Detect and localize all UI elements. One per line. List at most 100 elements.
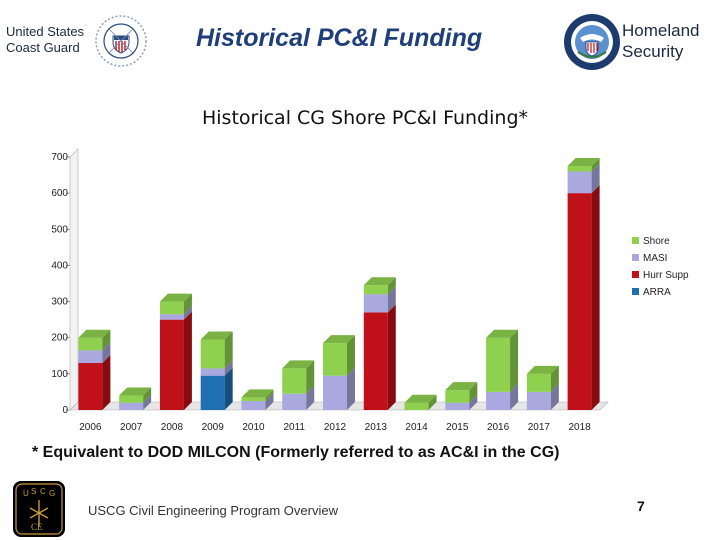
bar-segment-side (102, 355, 111, 410)
bar-segment (200, 375, 225, 410)
bar-segment (159, 301, 184, 315)
bar-segment (323, 343, 347, 376)
bar-segment-side (550, 383, 559, 410)
y-tick-label: 400 (51, 260, 68, 271)
legend-label: ARRA (643, 287, 671, 298)
bar-segment-side (143, 387, 152, 403)
bar-segment-side (387, 277, 396, 295)
bar-top-face (567, 158, 600, 167)
bar-top-face (404, 394, 437, 403)
bar-segment (567, 171, 592, 194)
bar-segment (159, 314, 184, 320)
x-tick-label: 2009 (202, 422, 225, 433)
bar-segment-side (102, 329, 111, 351)
bar-segment (486, 337, 511, 392)
page-number: 7 (637, 498, 645, 514)
bar-segment-side (469, 394, 478, 410)
bar-segment-side (347, 367, 355, 410)
bar-segment (404, 402, 429, 410)
x-tick-label: 2010 (242, 422, 265, 433)
legend-label: Hurr Supp (643, 270, 689, 281)
x-tick-label: 2018 (568, 422, 591, 433)
y-tick-label: 700 (51, 152, 68, 163)
bar-segment-side (550, 365, 559, 392)
coast-guard-seal-icon (95, 15, 147, 67)
legend-label: MASI (643, 253, 667, 264)
bar-top-face (363, 277, 396, 286)
bar-top-face (78, 329, 111, 338)
bar-segment-side (469, 382, 478, 403)
bar-segment-side (387, 304, 396, 410)
footnote: * Equivalent to DOD MILCON (Formerly ref… (32, 444, 560, 461)
bar-segment (159, 319, 184, 410)
bar-segment (526, 373, 551, 392)
x-tick-label: 2012 (324, 422, 347, 433)
x-tick-label: 2008 (161, 422, 184, 433)
legend-swatch (632, 271, 639, 278)
bar-top-face (445, 382, 478, 391)
bar-segment (282, 368, 307, 394)
logo-letter-c: C (40, 487, 46, 496)
footer-program: USCG Civil Engineering Program Overview (88, 503, 338, 518)
bar-segment (363, 294, 388, 313)
bar-segment (445, 402, 470, 410)
bar-segment (526, 391, 551, 410)
bar-segment (200, 368, 225, 376)
bar-segment-side (183, 293, 192, 315)
bar-segment (445, 390, 470, 403)
bar-segment (78, 350, 103, 364)
chart-left-wall (69, 148, 79, 411)
org-name-coast-guard: United States Coast Guard (6, 24, 84, 56)
bar-top-face (200, 331, 233, 340)
bar-segment (323, 375, 347, 410)
bar-segment-side (265, 389, 274, 401)
y-tick-label: 500 (51, 224, 68, 235)
bar-segment-side (265, 392, 274, 410)
logo-letter-u: U (23, 489, 29, 498)
y-tick-label: 200 (51, 333, 68, 344)
bar-segment (567, 166, 592, 172)
bar-segment-side (347, 335, 355, 376)
page-title: Historical PC&I Funding (196, 24, 483, 52)
logo-letters-ce: CE (31, 522, 43, 532)
x-tick-label: 2006 (79, 422, 102, 433)
bar-segment-side (387, 286, 396, 313)
bar-segment (567, 193, 592, 410)
bar-segment-side (306, 360, 315, 394)
x-tick-label: 2016 (487, 422, 510, 433)
bar-segment-side (591, 163, 600, 194)
bar-segment-side (591, 158, 600, 172)
bar-segment (363, 312, 388, 410)
x-tick-label: 2014 (405, 422, 428, 433)
x-tick-label: 2013 (365, 422, 388, 433)
y-tick-label: 0 (62, 405, 68, 416)
y-tick-label: 100 (51, 369, 68, 380)
bar-segment-side (510, 329, 519, 392)
bar-segment-side (510, 383, 519, 410)
logo-letter-s: S (31, 487, 36, 496)
bar-segment (78, 363, 103, 410)
legend-swatch (632, 288, 639, 295)
legend-swatch (632, 237, 639, 244)
bar-segment-side (102, 342, 111, 364)
y-tick-label: 600 (51, 188, 68, 199)
bar-segment (241, 397, 266, 401)
bar-segment (119, 395, 144, 403)
legend-swatch (632, 254, 639, 261)
org-name-line2: Coast Guard (6, 40, 80, 55)
bar-segment-side (143, 394, 152, 410)
bar-segment-side (183, 306, 192, 320)
x-tick-label: 2007 (120, 422, 143, 433)
bar-top-face (282, 360, 315, 369)
bar-segment-side (183, 311, 192, 410)
bar-segment (363, 285, 388, 295)
bar-segment (282, 393, 307, 410)
x-tick-label: 2017 (528, 422, 551, 433)
bar-segment-side (224, 331, 233, 369)
bar-top-face (486, 329, 519, 338)
bar-segment-side (224, 367, 233, 410)
homeland-security-seal-icon (564, 14, 620, 70)
bar-segment-side (306, 385, 315, 410)
bar-segment-side (591, 185, 600, 410)
